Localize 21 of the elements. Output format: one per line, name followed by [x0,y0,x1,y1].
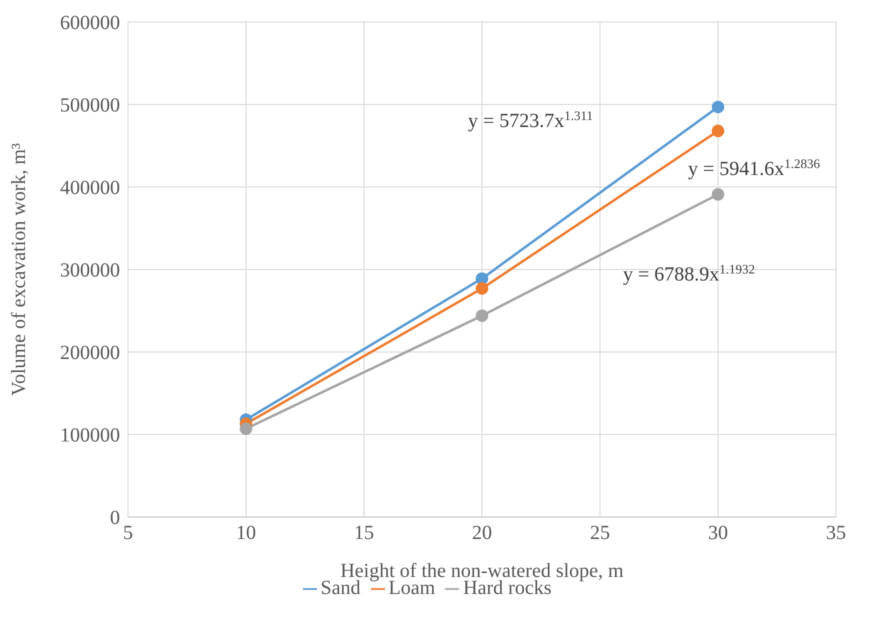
annotation: y = 6788.9x$^{1.1932}$ [623,260,756,286]
annotation: y = 5941.6x$^{1.2836}$ [688,155,821,180]
x-tick-label: 30 [708,522,728,544]
y-tick-label: 600000 [60,12,120,34]
y-tick-label: 400000 [60,177,120,200]
x-tick-label: 10 [236,522,256,544]
x-tick-label: 35 [826,522,846,544]
y-axis-title: Volume of excavation work, m³ [8,143,30,396]
y-tick-label: 0 [110,507,120,530]
x-tick-label: 25 [590,522,610,544]
y-tick-label: 500000 [60,94,120,117]
legend-label: Sand [320,577,361,599]
x-tick-label: 20 [472,522,492,544]
legend-label: Loam [388,577,436,599]
x-tick-label: 5 [123,522,133,544]
y-tick-label: 200000 [60,342,120,364]
x-tick-label: 15 [354,522,374,544]
y-tick-label: 300000 [60,260,120,282]
legend-label: Hard rocks [463,577,552,599]
annotation: y = 5723.7x$^{1.311}$ [468,107,594,132]
y-tick-label: 100000 [60,424,120,447]
